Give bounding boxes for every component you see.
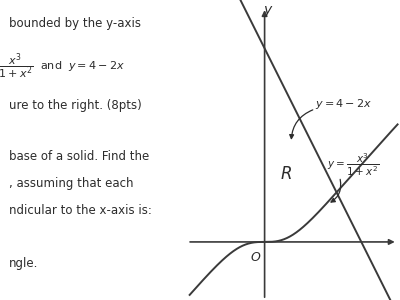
Text: y: y <box>263 3 272 17</box>
Text: $= \dfrac{x^3}{1+x^2}$  and  $y = 4 - 2x$: $= \dfrac{x^3}{1+x^2}$ and $y = 4 - 2x$ <box>0 51 125 81</box>
Text: $y = \dfrac{x^3}{1 + x^2}$: $y = \dfrac{x^3}{1 + x^2}$ <box>328 151 380 178</box>
Text: $R$: $R$ <box>280 165 292 183</box>
Text: O: O <box>251 251 261 264</box>
Text: bounded by the y-axis: bounded by the y-axis <box>9 17 141 31</box>
Text: ure to the right. (8pts): ure to the right. (8pts) <box>9 98 142 112</box>
Text: ndicular to the x-axis is:: ndicular to the x-axis is: <box>9 203 152 217</box>
Text: base of a solid. Find the: base of a solid. Find the <box>9 149 150 163</box>
Text: ngle.: ngle. <box>9 257 39 271</box>
Text: , assuming that each: , assuming that each <box>9 176 134 190</box>
Text: $y = 4 - 2x$: $y = 4 - 2x$ <box>315 97 372 111</box>
